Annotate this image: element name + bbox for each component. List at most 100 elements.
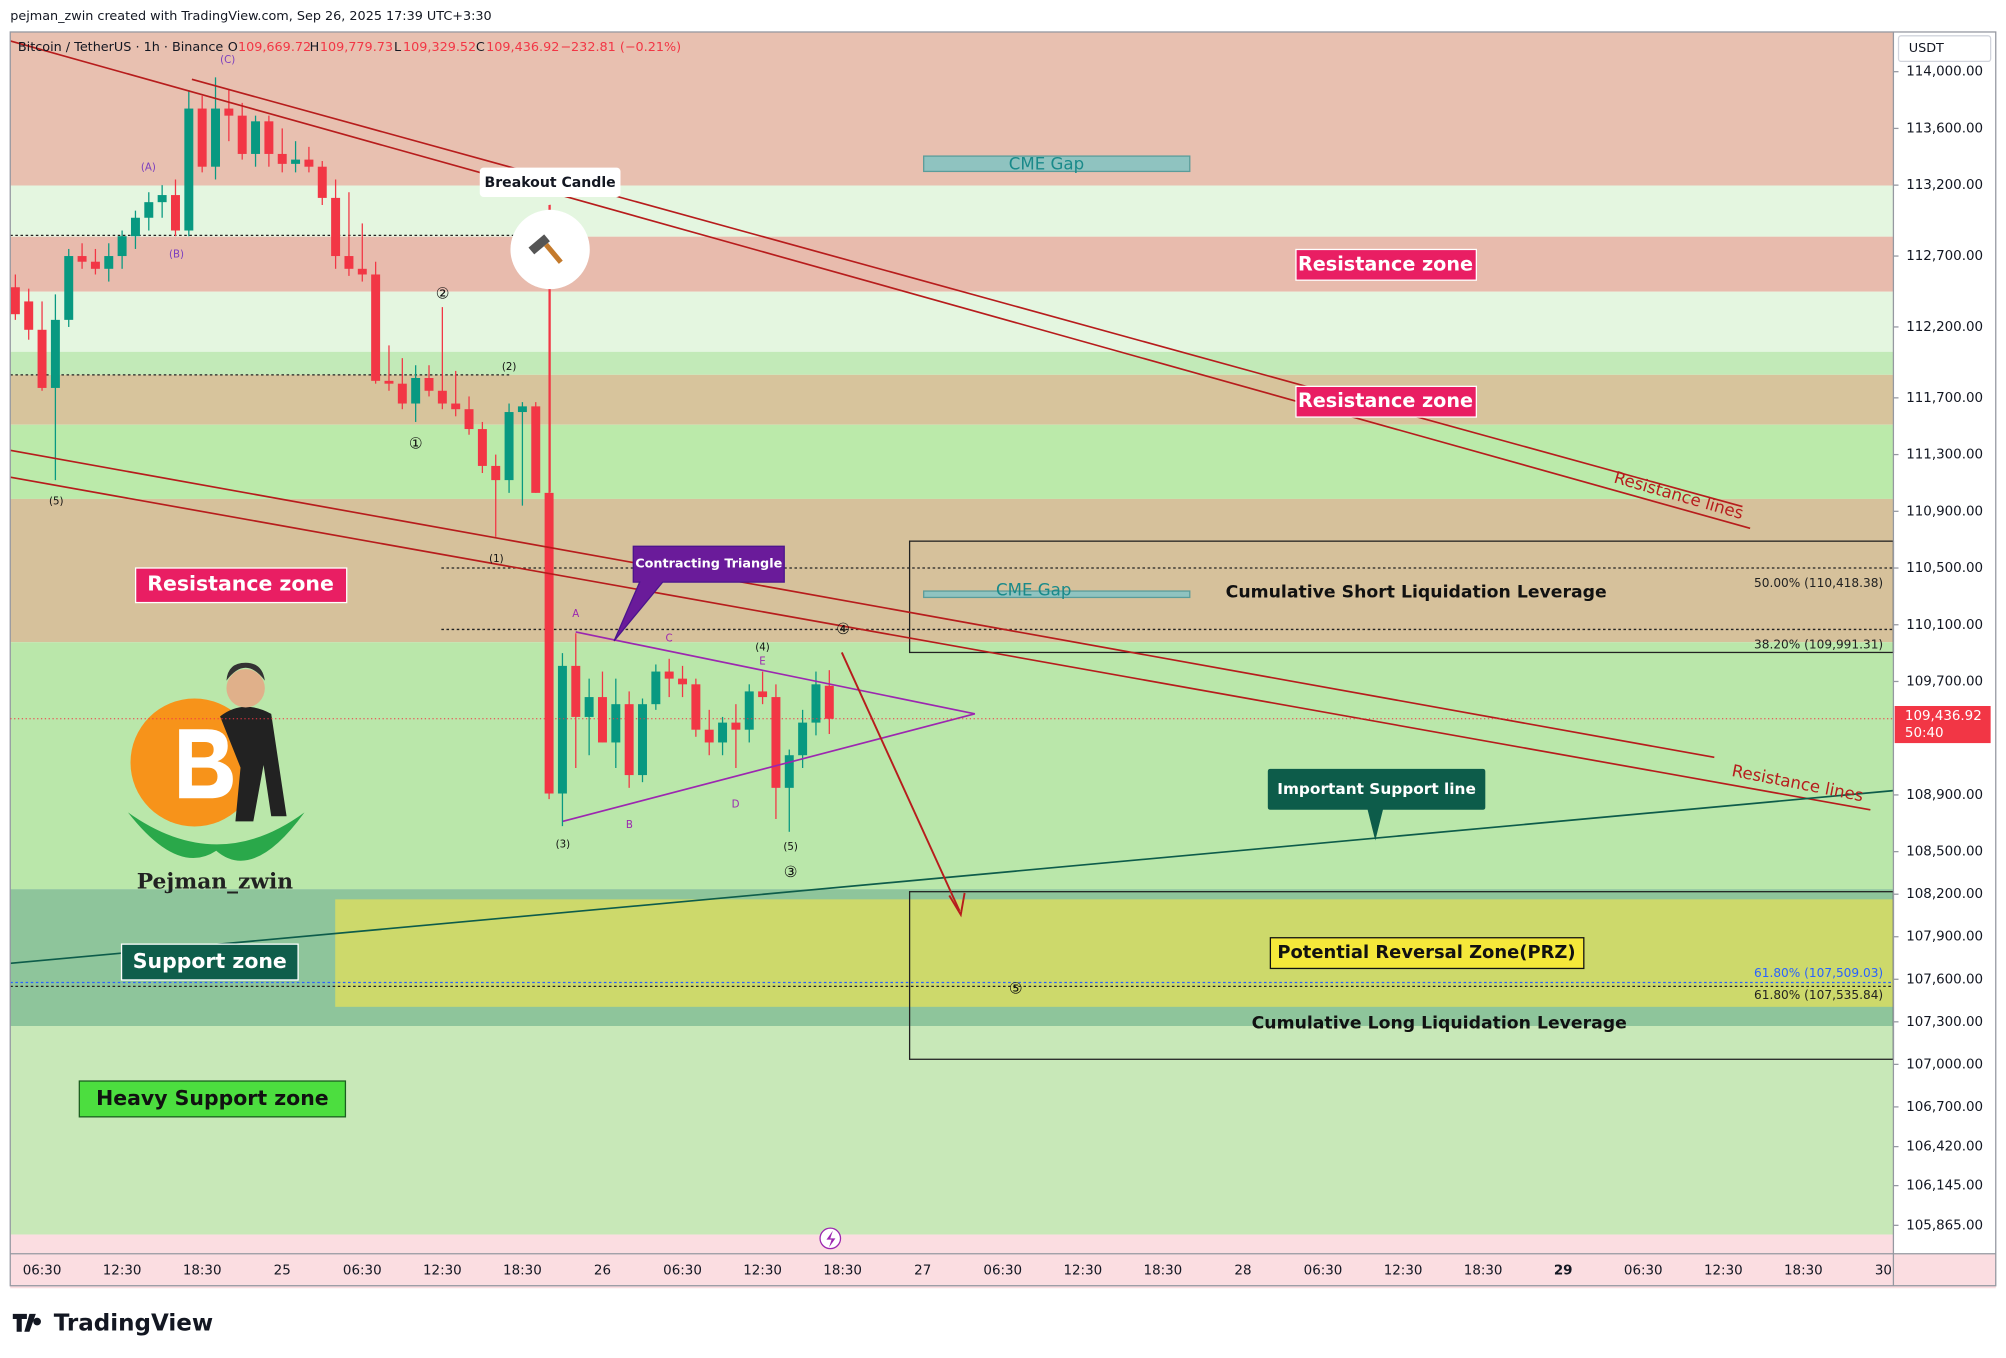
x-tick-label: 18:30 (823, 1263, 862, 1278)
y-tick-label: 112,700.00 (1906, 249, 1983, 264)
candle-body (197, 108, 207, 167)
candle-body (130, 217, 140, 237)
candle-body (557, 665, 567, 794)
wave-label: ① (409, 434, 423, 452)
y-tick-label: 107,600.00 (1906, 972, 1983, 987)
y-tick-label: 113,200.00 (1906, 178, 1983, 193)
legend-key: L (394, 40, 402, 55)
candle-body (117, 236, 127, 257)
zone (10, 351, 1894, 375)
wave-label: (5) (783, 842, 797, 853)
ohlc-legend: Bitcoin / TetherUS · 1h · Binance O 109,… (18, 40, 681, 55)
brand-logo (12, 1313, 41, 1332)
zone-tag-text: Potential Reversal Zone(PRZ) (1277, 942, 1575, 963)
y-tick-label: 110,500.00 (1906, 561, 1983, 576)
avatar: Pejman_zwin (127, 662, 305, 895)
x-tick-label: 06:30 (343, 1263, 382, 1278)
annotations: Breakout Candle Contracting Triangle Imp… (78, 155, 1865, 1118)
candle-body (597, 697, 607, 743)
arrow (840, 652, 961, 912)
candle-body (531, 406, 541, 493)
wave-label: (4) (755, 642, 769, 653)
candle-body (317, 166, 327, 198)
fib-label: 38.20% (109,991.31) (1754, 637, 1883, 651)
x-tick-label: 12:30 (1704, 1263, 1743, 1278)
candle-body (211, 108, 220, 167)
y-tick-label: 113,600.00 (1906, 121, 1983, 136)
zone-tag (78, 1080, 347, 1118)
candle-body (464, 409, 474, 430)
candle-body (237, 115, 247, 154)
brand: TradingView (12, 1311, 213, 1337)
candle-body (664, 671, 674, 679)
x-tick-label: 12:30 (1384, 1263, 1423, 1278)
candle-body (718, 722, 728, 743)
wave-label: (5) (49, 496, 63, 507)
candle-body (157, 195, 167, 203)
frame (9, 31, 1997, 1287)
legend-key: C (476, 40, 485, 55)
zone-tag (120, 943, 299, 981)
symbol-title: Bitcoin / TetherUS · 1h · Binance (18, 40, 223, 55)
prz-zone (335, 899, 1894, 1007)
candle-body (144, 202, 154, 218)
legend-value: 109,669.72 (238, 40, 311, 55)
x-tick-label: 06:30 (23, 1263, 62, 1278)
wave-label: B (626, 820, 633, 831)
zone (10, 236, 1894, 292)
cme-gap-label: CME Gap (996, 581, 1071, 600)
brand-name: TradingView (54, 1311, 213, 1337)
candle-body (277, 153, 287, 164)
wave-label: ② (436, 285, 450, 303)
candle-body (37, 329, 47, 388)
candle-body (424, 378, 434, 391)
wave-label: (1) (489, 554, 503, 565)
candle-body (784, 755, 794, 788)
candle-body (758, 691, 768, 698)
candle-body (437, 390, 447, 404)
zones (10, 31, 1996, 1289)
zone-tag-text: Resistance zone (1298, 252, 1473, 275)
candle-body (491, 465, 501, 481)
x-tick-label: 18:30 (1144, 1263, 1183, 1278)
zone (10, 1234, 1894, 1254)
resistance-line (10, 40, 1751, 530)
candle-body (811, 684, 821, 723)
callout-text: Important Support line (1277, 780, 1476, 798)
candle-body (10, 287, 20, 315)
legend-change: −232.81 (−0.21%) (560, 40, 681, 55)
legend-value: 109,329.52 (403, 40, 476, 55)
y-tick-label: 105,865.00 (1906, 1218, 1983, 1233)
callout (613, 545, 785, 642)
candle-body (171, 195, 180, 231)
y-tick-label: 108,500.00 (1906, 845, 1983, 860)
candle-body (104, 256, 114, 269)
candle-body (24, 301, 34, 330)
candle-body (90, 261, 100, 269)
x-tick-label: 18:30 (503, 1263, 542, 1278)
candle-body (731, 722, 741, 730)
bitcoin-glyph (191, 742, 218, 786)
candle-body (451, 403, 461, 410)
callout-text: Breakout Candle (485, 175, 616, 191)
hammer-head (528, 234, 550, 255)
candle-body (477, 429, 487, 466)
candle-body (371, 274, 381, 381)
candle-body (344, 256, 354, 269)
candle-body (678, 678, 688, 685)
candle-body (64, 256, 74, 320)
candle-body (50, 319, 60, 388)
candle-body (224, 108, 234, 116)
zone (10, 1026, 1894, 1235)
candle-body (544, 492, 554, 794)
zone-tag-text: Support zone (133, 949, 287, 973)
x-tick-label: 18:30 (1784, 1263, 1823, 1278)
y-tick-label: 106,700.00 (1906, 1100, 1983, 1115)
legend-value: 109,779.73 (320, 40, 393, 55)
callout (479, 167, 621, 198)
x-tick-label: 27 (914, 1263, 931, 1278)
callout-text: Contracting Triangle (635, 557, 782, 572)
cme-gap-label: CME Gap (1009, 155, 1084, 174)
resistance-line (10, 476, 1871, 811)
